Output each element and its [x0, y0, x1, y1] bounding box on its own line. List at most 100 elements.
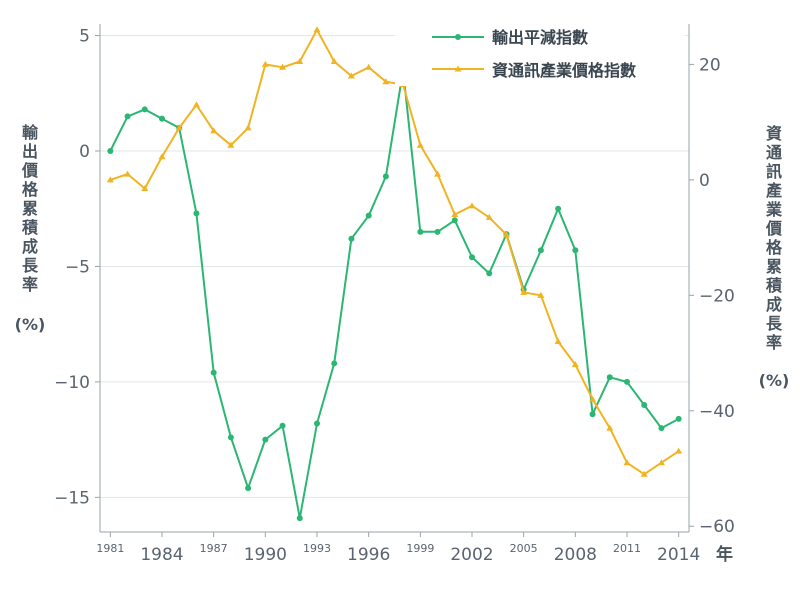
data-point-1	[261, 60, 269, 67]
x-tick-label-big: 2008	[554, 545, 597, 565]
x-tick-label-small: 1999	[406, 542, 434, 555]
data-point-1	[141, 185, 149, 192]
left-axis-title-char: 格	[22, 180, 39, 199]
data-point-1	[210, 127, 218, 134]
left-tick-label: −5	[65, 257, 90, 277]
data-point-1	[365, 63, 373, 70]
data-point-1	[416, 141, 424, 148]
data-point-0	[227, 434, 234, 441]
left-axis-title-char: 成	[22, 237, 38, 256]
data-point-1	[124, 170, 132, 177]
left-axis-title-char: 價	[21, 161, 39, 180]
data-point-0	[245, 485, 252, 492]
right-axis-title-char: 價	[765, 219, 783, 238]
data-point-0	[314, 420, 320, 427]
x-tick-label-small: 2011	[613, 542, 641, 555]
right-tick-label: −40	[699, 402, 735, 422]
data-point-1	[330, 58, 338, 65]
data-point-1	[227, 141, 235, 148]
x-tick-label-big: 2014	[657, 545, 700, 565]
legend-background	[395, 22, 685, 86]
data-point-1	[347, 72, 355, 79]
x-tick-label-big: 1984	[140, 545, 183, 565]
data-point-0	[572, 247, 579, 254]
data-point-1	[192, 101, 200, 108]
data-point-0	[348, 235, 355, 242]
data-point-0	[589, 411, 596, 418]
right-axis-title-char: 長	[766, 314, 783, 333]
data-point-0	[486, 270, 493, 277]
x-tick-label-big: 1990	[244, 545, 287, 565]
data-point-1	[537, 291, 545, 298]
data-point-0	[555, 205, 562, 212]
right-axis-title-char: 率	[766, 333, 782, 352]
data-point-1	[158, 153, 166, 160]
data-point-1	[623, 459, 631, 466]
legend: 輸出平減指數 資通訊產業價格指數	[395, 22, 685, 86]
right-axis-title-char: 格	[766, 238, 783, 257]
data-point-1	[451, 211, 459, 217]
x-tick-label-big: 1996	[347, 545, 390, 565]
data-point-1	[106, 176, 114, 183]
left-axis-title-char: 累	[22, 199, 38, 218]
data-point-1	[175, 124, 183, 131]
data-point-0	[193, 210, 200, 217]
data-point-0	[382, 173, 389, 180]
data-point-0	[331, 360, 338, 367]
data-point-0	[124, 113, 131, 120]
x-tick-label-small: 1993	[303, 542, 331, 555]
data-point-1	[675, 447, 683, 454]
data-point-0	[210, 369, 217, 376]
data-point-1	[589, 395, 597, 402]
data-point-1	[657, 459, 665, 466]
data-point-0	[365, 212, 372, 219]
data-point-0	[641, 402, 648, 408]
left-tick-label: 0	[79, 142, 90, 162]
right-tick-label: −60	[699, 517, 735, 537]
data-point-0	[451, 217, 458, 224]
data-point-0	[675, 415, 682, 422]
right-tick-label: 0	[699, 171, 710, 191]
data-point-1	[606, 424, 614, 431]
left-axis-title-char: 輸	[22, 123, 39, 142]
right-axis-title-char: 積	[765, 276, 783, 295]
series-line-0	[109, 69, 680, 520]
data-point-1	[468, 202, 476, 209]
x-tick-label-big: 2002	[450, 545, 493, 565]
left-axis-title-char: 長	[22, 256, 39, 275]
x-axis-title: 年	[716, 544, 733, 565]
right-axis-title-char: 資	[766, 124, 782, 143]
series-line-1	[109, 28, 680, 476]
left-axis-title-char: 積	[21, 218, 39, 237]
left-axis-ticks: 5 0 −5 −10 −15	[54, 27, 100, 508]
left-axis-title-char: 率	[22, 275, 38, 294]
right-axis-title-char: 累	[766, 257, 782, 276]
data-point-1	[296, 58, 304, 65]
data-point-0	[262, 436, 269, 443]
data-point-1	[434, 170, 442, 177]
data-point-0	[469, 254, 475, 261]
x-tick-label-small: 1987	[200, 542, 228, 555]
right-axis-ticks: 20 0 −20 −40 −60	[689, 55, 735, 537]
data-point-0	[107, 148, 114, 154]
data-point-0	[296, 515, 303, 522]
left-tick-label: −10	[54, 373, 90, 393]
data-point-1	[244, 124, 252, 131]
data-point-1	[640, 470, 648, 477]
left-tick-label: −15	[54, 488, 90, 508]
data-point-1	[571, 361, 579, 368]
data-point-1	[485, 213, 493, 220]
data-point-0	[537, 247, 544, 254]
data-point-1	[313, 26, 321, 33]
right-axis-title-char: 業	[765, 200, 783, 219]
x-tick-label-small: 1981	[96, 542, 124, 555]
data-point-0	[606, 374, 613, 381]
x-axis-ticks: 1981 1987 1993 1999 2005 2011 1984 1990 1996 2002…	[96, 532, 700, 565]
data-point-0	[417, 228, 424, 235]
legend-label-export: 輸出平減指數	[492, 28, 588, 47]
axes	[99, 24, 690, 533]
right-axis-title-char: 產	[766, 181, 782, 200]
data-point-0	[434, 228, 441, 235]
